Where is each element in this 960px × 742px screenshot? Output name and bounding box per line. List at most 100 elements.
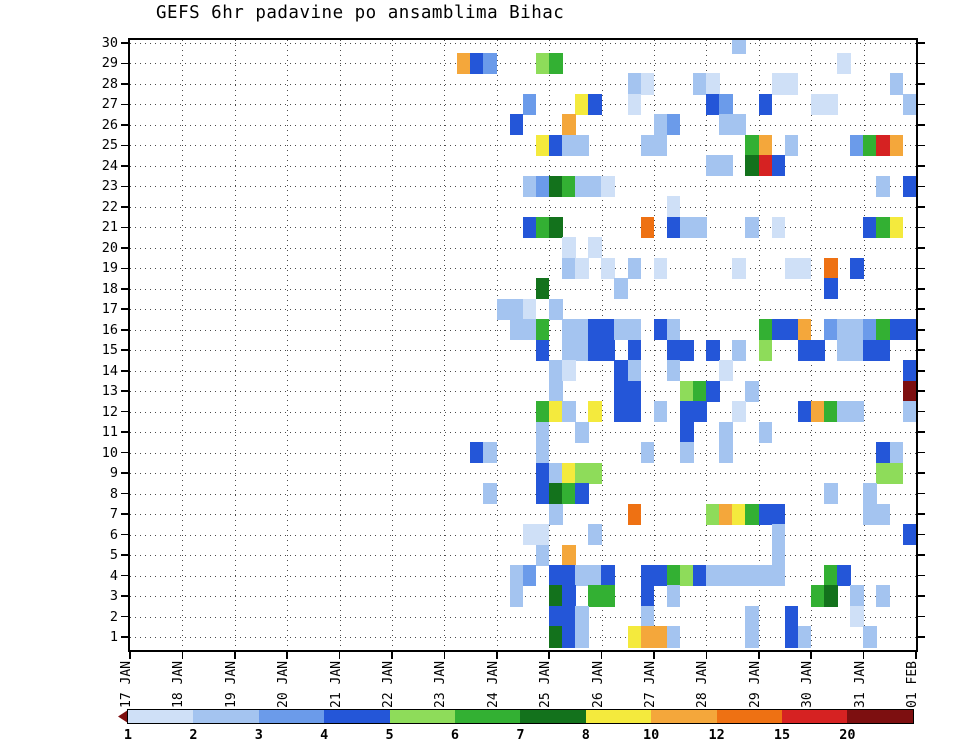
heatmap-cell [509, 319, 524, 341]
gridline-h [130, 247, 916, 249]
x-tick-label: 28 JAN [695, 661, 711, 708]
x-tick-label: 17 JAN [119, 661, 134, 708]
y-tick-label: 2 [109, 608, 118, 625]
y-tick-label: 1 [109, 629, 118, 645]
heatmap-cell [876, 339, 891, 361]
y-tick-label: 6 [109, 526, 118, 543]
y-tick-mark [121, 185, 128, 188]
y-tick-mark [918, 492, 925, 495]
y-tick-mark [918, 369, 925, 372]
heatmap-cell [824, 565, 838, 587]
heatmap-cell [522, 216, 537, 238]
heatmap-cell [719, 360, 733, 382]
heatmap-cell [797, 257, 812, 279]
heatmap-cell [824, 93, 838, 115]
heatmap-cell [706, 155, 720, 177]
heatmap-cell [902, 524, 916, 546]
x-tick-label: 21 JAN [328, 661, 344, 708]
heatmap-cell [535, 544, 550, 566]
y-tick-mark [918, 574, 925, 577]
heatmap-cell [758, 93, 773, 115]
heatmap-cell [548, 503, 563, 525]
heatmap-cell [837, 319, 851, 341]
y-tick-mark [121, 83, 128, 85]
heatmap-cell [771, 155, 786, 177]
y-tick-label: 21 [101, 219, 118, 236]
y-tick-mark [121, 554, 128, 556]
gridline-h [130, 268, 916, 270]
y-tick-mark [918, 349, 925, 352]
heatmap-cell [758, 565, 773, 587]
heatmap-cell [850, 134, 864, 156]
heatmap-cell [562, 462, 576, 484]
heatmap-cell [653, 257, 668, 279]
y-tick-mark [918, 533, 925, 536]
heatmap-cell [614, 380, 629, 402]
heatmap-cell [548, 483, 563, 505]
y-tick-label: 30 [101, 35, 118, 51]
heatmap-cell [575, 257, 589, 279]
x-tick-label: 31 JAN [852, 661, 868, 708]
plot-area [128, 38, 918, 652]
heatmap-cell [535, 52, 550, 75]
colorbar-segment [324, 710, 391, 723]
heatmap-cell [719, 93, 733, 115]
heatmap-cell [640, 442, 655, 464]
heatmap-cell [745, 626, 760, 648]
heatmap-cell [653, 626, 668, 648]
heatmap-cell [758, 319, 773, 341]
heatmap-cell [902, 93, 916, 115]
x-tick-label: 24 JAN [485, 661, 501, 708]
y-tick-label: 7 [109, 506, 118, 523]
heatmap-cell [640, 585, 655, 607]
heatmap-cell [588, 565, 602, 587]
heatmap-cell [771, 216, 786, 238]
x-tick-mark [600, 652, 603, 659]
heatmap-cell [470, 442, 484, 464]
heatmap-cell [522, 93, 537, 115]
colorbar-label: 10 [643, 727, 660, 742]
y-tick-label: 27 [101, 96, 118, 113]
heatmap-cell [876, 585, 891, 607]
x-tick-label: 01 FEB [905, 661, 920, 708]
x-tick-mark [496, 652, 498, 659]
x-tick-mark [338, 652, 341, 659]
heatmap-cell [653, 319, 668, 341]
heatmap-cell [693, 401, 707, 423]
y-tick-mark [918, 144, 925, 147]
heatmap-cell [679, 421, 694, 443]
heatmap-cell [483, 52, 498, 75]
y-tick-label: 13 [101, 383, 118, 400]
heatmap-cell [614, 319, 629, 341]
colorbar-left-arrow [118, 710, 128, 723]
x-tick-label: 19 JAN [223, 661, 239, 708]
heatmap-cell [745, 380, 760, 402]
heatmap-cell [601, 175, 615, 197]
heatmap-cell [535, 278, 550, 300]
heatmap-cell [575, 134, 589, 156]
heatmap-cell [719, 421, 733, 443]
heatmap-cell [745, 155, 760, 177]
heatmap-cell [548, 565, 563, 587]
heatmap-cell [850, 585, 864, 607]
heatmap-cell [863, 483, 877, 505]
heatmap-cell [876, 462, 891, 484]
y-tick-mark [121, 349, 128, 352]
colorbar-label: 2 [189, 727, 198, 742]
heatmap-cell [575, 565, 589, 587]
heatmap-cell [837, 401, 851, 423]
x-tick-label: 22 JAN [381, 661, 396, 708]
heatmap-cell [706, 565, 720, 587]
x-tick-label: 25 JAN [538, 661, 554, 708]
heatmap-cell [575, 93, 589, 115]
heatmap-cell [876, 216, 891, 238]
y-tick-mark [121, 390, 128, 392]
colorbar-label: 15 [773, 727, 791, 742]
heatmap-cell [797, 401, 812, 423]
heatmap-cell [902, 401, 916, 423]
heatmap-cell [575, 462, 589, 484]
heatmap-cell [824, 257, 838, 279]
colorbar-segment [389, 710, 456, 723]
colorbar-label: 12 [708, 727, 725, 742]
gridline-v [287, 40, 289, 650]
